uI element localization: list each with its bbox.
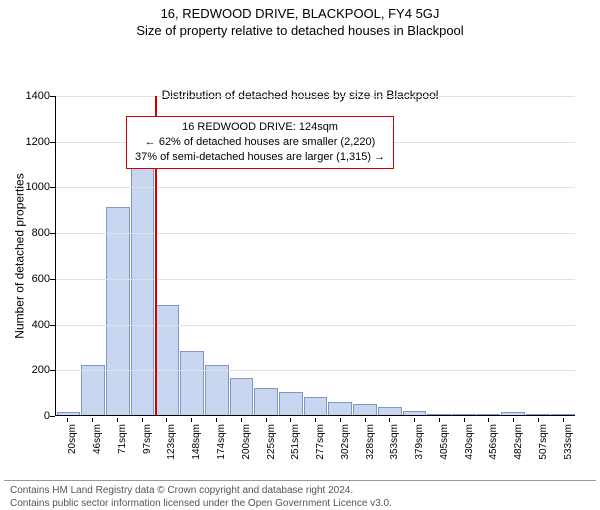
histogram-bar [155,305,179,415]
histogram-bar [452,414,476,415]
x-tick: 225sqm [253,418,278,468]
x-tick: 507sqm [526,418,551,468]
infobox-line-3: 37% of semi-detached houses are larger (… [135,150,385,165]
x-tick: 430sqm [451,418,476,468]
y-tick: 400 [0,319,50,331]
x-tick: 148sqm [179,418,204,468]
histogram-bar [551,414,575,415]
histogram-bar [477,414,501,415]
y-tick: 0 [0,410,50,422]
footer-line-2: Contains public sector information licen… [10,498,590,510]
histogram-bar [180,351,204,415]
x-tick: 46sqm [80,418,105,468]
histogram-bar [279,392,303,415]
histogram-bar [131,168,155,415]
plot-area: 16 REDWOOD DRIVE: 124sqm ← 62% of detach… [55,96,575,416]
x-tick: 302sqm [327,418,352,468]
histogram-bar [57,412,81,415]
histogram-chart: Number of detached properties 0200400600… [0,88,600,480]
histogram-bar [230,378,254,415]
histogram-bar [254,388,278,415]
histogram-bar [328,402,352,415]
x-tick: 482sqm [501,418,526,468]
page-title: 16, REDWOOD DRIVE, BLACKPOOL, FY4 5GJ [0,6,600,21]
histogram-bar [106,207,130,415]
x-tick: 97sqm [129,418,154,468]
y-tick: 1400 [0,90,50,102]
y-tick: 1000 [0,181,50,193]
footer-line-1: Contains HM Land Registry data © Crown c… [10,485,590,498]
infobox-line-1: 16 REDWOOD DRIVE: 124sqm [135,120,385,135]
page-subtitle: Size of property relative to detached ho… [0,23,600,38]
histogram-bar [304,397,328,415]
x-tick: 123sqm [154,418,179,468]
histogram-bar [501,412,525,415]
x-tick: 251sqm [278,418,303,468]
histogram-bar [526,414,550,415]
histogram-bar [403,411,427,415]
x-tick: 533sqm [550,418,575,468]
x-tick: 405sqm [426,418,451,468]
x-tick: 200sqm [228,418,253,468]
x-tick: 379sqm [402,418,427,468]
histogram-bar [353,404,377,415]
x-tick: 277sqm [303,418,328,468]
y-tick: 600 [0,273,50,285]
footer-attribution: Contains HM Land Registry data © Crown c… [4,480,596,510]
histogram-bar [205,365,229,415]
x-tick: 174sqm [204,418,229,468]
y-tick: 1200 [0,136,50,148]
x-tick: 456sqm [476,418,501,468]
x-tick: 328sqm [352,418,377,468]
histogram-bar [378,407,402,415]
property-info-box: 16 REDWOOD DRIVE: 124sqm ← 62% of detach… [126,116,394,169]
y-tick: 200 [0,364,50,376]
x-tick: 353sqm [377,418,402,468]
histogram-bar [81,365,105,415]
x-tick: 71sqm [105,418,130,468]
infobox-line-2: ← 62% of detached houses are smaller (2,… [135,135,385,150]
histogram-bar [427,414,451,415]
x-tick: 20sqm [55,418,80,468]
y-tick: 800 [0,227,50,239]
